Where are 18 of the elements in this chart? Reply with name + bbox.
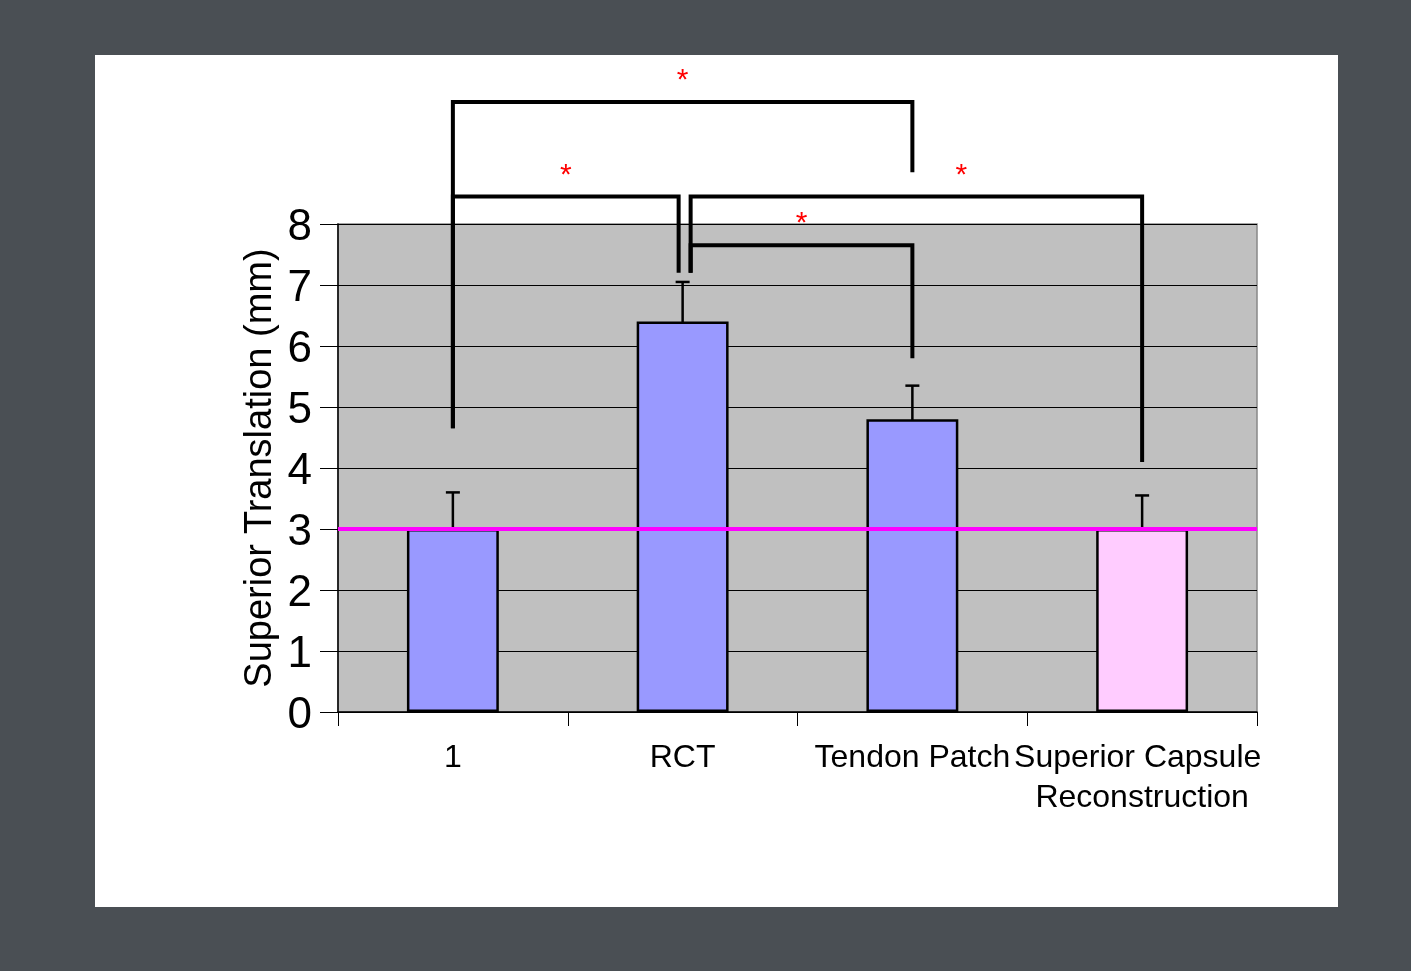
x-tick-label: Superior Capsule Reconstruction <box>1014 738 1271 814</box>
x-tick-label: RCT <box>649 738 716 774</box>
y-axis-title: Superior Translation (mm) <box>236 248 279 688</box>
y-tick-label: 7 <box>287 260 312 310</box>
y-tick-label: 8 <box>287 199 312 249</box>
y-tick-label: 3 <box>287 504 312 554</box>
y-tick-label: 1 <box>287 626 312 676</box>
text: * <box>559 156 572 190</box>
y-tick-label: 6 <box>287 321 312 371</box>
y-tick-label: 5 <box>287 382 312 432</box>
y-tick-label: 2 <box>287 565 312 615</box>
text: * <box>955 156 968 190</box>
text: * <box>676 62 689 95</box>
annotation: * <box>795 205 808 239</box>
y-tick-label: 4 <box>287 443 312 493</box>
x-tick-label: Tendon Patch <box>814 738 1011 774</box>
y-tick-label: 0 <box>287 687 312 737</box>
x-tick-label: 1 <box>443 738 462 774</box>
